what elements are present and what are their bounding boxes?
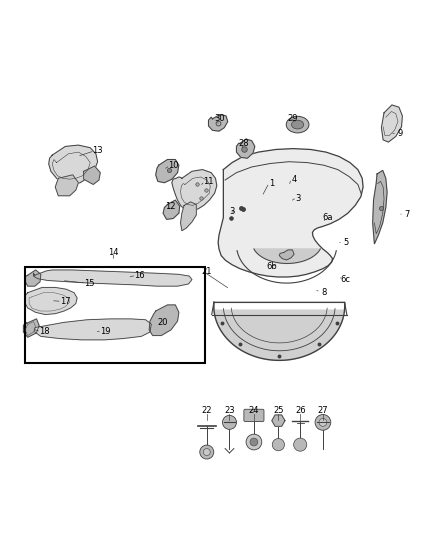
Text: 18: 18	[39, 327, 49, 336]
Text: 6c: 6c	[341, 275, 350, 284]
Text: 8: 8	[321, 288, 326, 297]
Circle shape	[315, 415, 331, 430]
Polygon shape	[272, 415, 285, 426]
Text: 9: 9	[398, 129, 403, 138]
Circle shape	[200, 445, 214, 459]
Text: 27: 27	[318, 406, 328, 415]
Text: 3: 3	[295, 195, 300, 203]
Polygon shape	[25, 287, 77, 314]
Circle shape	[246, 434, 262, 450]
Polygon shape	[35, 319, 151, 340]
Text: 24: 24	[249, 406, 259, 415]
Polygon shape	[49, 145, 98, 184]
Polygon shape	[33, 270, 192, 286]
Text: 4: 4	[291, 175, 297, 184]
Text: 10: 10	[168, 161, 178, 169]
Circle shape	[293, 438, 307, 451]
Ellipse shape	[291, 120, 304, 129]
Polygon shape	[180, 202, 196, 231]
Text: 6a: 6a	[322, 213, 332, 222]
Text: 5: 5	[343, 238, 348, 247]
Polygon shape	[373, 171, 387, 244]
Text: 16: 16	[134, 271, 145, 280]
Circle shape	[223, 415, 237, 430]
Text: 14: 14	[108, 248, 119, 257]
Polygon shape	[172, 169, 217, 211]
Circle shape	[250, 438, 258, 446]
Polygon shape	[25, 270, 41, 286]
Text: 12: 12	[165, 202, 175, 211]
Polygon shape	[381, 105, 403, 142]
Text: 20: 20	[157, 318, 167, 327]
Text: 29: 29	[287, 114, 297, 123]
FancyBboxPatch shape	[244, 409, 264, 422]
Text: 22: 22	[201, 406, 212, 415]
Text: 13: 13	[92, 146, 103, 155]
Text: 25: 25	[273, 406, 284, 415]
Circle shape	[319, 418, 327, 426]
Text: 1: 1	[269, 179, 274, 188]
Circle shape	[272, 439, 285, 451]
Polygon shape	[84, 166, 100, 184]
Polygon shape	[208, 115, 228, 131]
Text: 7: 7	[404, 209, 410, 219]
Text: 19: 19	[100, 327, 111, 336]
Text: 11: 11	[203, 177, 213, 186]
Polygon shape	[254, 249, 320, 263]
Polygon shape	[214, 302, 345, 360]
Text: 3: 3	[230, 207, 235, 216]
Polygon shape	[55, 175, 78, 196]
Text: 21: 21	[201, 267, 212, 276]
Polygon shape	[279, 250, 294, 260]
Polygon shape	[149, 305, 179, 335]
Ellipse shape	[286, 116, 309, 133]
Polygon shape	[23, 319, 39, 337]
Polygon shape	[163, 200, 180, 220]
Text: 28: 28	[238, 139, 249, 148]
Text: 30: 30	[215, 115, 225, 124]
Bar	[25, 266, 205, 362]
Text: 17: 17	[60, 297, 71, 306]
Polygon shape	[237, 139, 255, 158]
Polygon shape	[218, 149, 363, 277]
Text: 6b: 6b	[266, 262, 277, 271]
Text: 23: 23	[224, 406, 235, 415]
Text: 15: 15	[84, 279, 94, 288]
Circle shape	[203, 449, 210, 456]
Polygon shape	[155, 159, 179, 183]
Text: 26: 26	[295, 406, 306, 415]
